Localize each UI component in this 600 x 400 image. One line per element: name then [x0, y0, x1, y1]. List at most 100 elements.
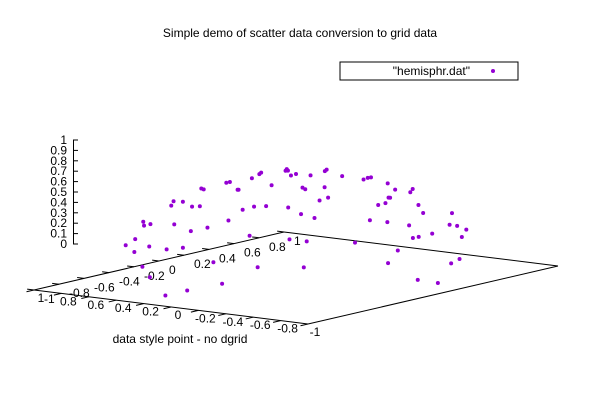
z-tick-label: 0.9: [50, 143, 67, 157]
data-point: [140, 264, 145, 269]
data-point: [226, 218, 231, 223]
data-point: [383, 201, 388, 206]
data-point: [385, 220, 390, 225]
data-point: [303, 187, 308, 192]
data-point: [142, 223, 147, 228]
z-tick-label: 0.1: [50, 227, 67, 241]
data-point: [286, 205, 291, 210]
data-point: [147, 275, 152, 280]
y-tick-mark: [152, 259, 160, 262]
data-point: [361, 177, 366, 182]
data-point: [312, 216, 317, 221]
data-point: [180, 199, 185, 204]
data-point: [224, 180, 229, 185]
data-point: [449, 261, 454, 266]
data-point: [227, 179, 232, 184]
x-tick-mark: [245, 316, 254, 320]
data-point: [324, 167, 329, 172]
data-point: [294, 172, 298, 176]
data-point: [190, 204, 195, 209]
z-tick-label: 0.4: [50, 195, 67, 209]
y-tick-mark: [202, 248, 210, 250]
data-point: [197, 204, 202, 209]
y-tick-label: -0.2: [144, 269, 165, 283]
data-point: [317, 198, 322, 203]
y-tick-label: -0.6: [94, 280, 115, 294]
data-point: [450, 211, 454, 216]
x-tick-mark: [272, 320, 281, 323]
data-point: [367, 218, 372, 223]
data-point: [288, 173, 293, 178]
data-point: [459, 234, 464, 239]
y-tick-mark: [52, 282, 60, 285]
z-tick-label: 0.5: [50, 185, 67, 199]
data-point: [410, 186, 415, 191]
data-point: [123, 243, 128, 248]
y-tick-label: 0.2: [194, 257, 211, 271]
data-point: [133, 237, 138, 242]
data-point: [201, 187, 206, 192]
y-tick-label: 0.8: [269, 240, 286, 254]
x-tick-mark: [81, 296, 89, 300]
data-point: [235, 187, 240, 192]
data-point: [264, 204, 269, 209]
legend-box: [339, 61, 519, 81]
z-tick-label: 0: [60, 237, 67, 251]
data-point: [259, 170, 264, 175]
data-point: [148, 222, 153, 227]
x-tick-label: -0.6: [250, 318, 271, 332]
x-tick-label: 0.4: [115, 301, 132, 315]
y-tick-mark: [252, 236, 260, 239]
data-point: [304, 239, 309, 244]
data-point: [252, 204, 257, 209]
y-tick-label: 0.6: [244, 246, 261, 260]
x-axis-label: data style point - no dgrid: [113, 332, 248, 346]
data-point: [415, 277, 420, 282]
x-tick-label: -0.2: [195, 311, 216, 325]
data-point: [205, 225, 210, 230]
data-point: [340, 174, 345, 179]
z-tick-label: 0.3: [50, 206, 67, 220]
x-tick-mark: [163, 306, 172, 310]
y-tick-mark: [127, 265, 135, 268]
x-tick-mark: [190, 309, 199, 313]
x-tick-mark: [218, 313, 226, 317]
y-tick-mark: [227, 242, 235, 245]
x-tick-mark: [300, 323, 309, 327]
x-tick-mark: [135, 303, 144, 306]
data-point: [416, 234, 421, 239]
data-point: [284, 167, 289, 172]
data-point: [322, 185, 327, 190]
x-tick-label: 0.6: [87, 298, 104, 312]
y-tick-label: -0.4: [119, 275, 140, 289]
data-point: [365, 175, 370, 180]
data-point: [455, 223, 460, 228]
data-point: [301, 265, 306, 270]
z-tick-label: 0.6: [50, 175, 67, 189]
data-point: [172, 222, 177, 227]
data-point: [255, 265, 260, 270]
z-tick-label: 1: [60, 133, 67, 147]
x-tick-mark: [108, 299, 117, 303]
data-point: [185, 288, 190, 293]
data-point: [430, 231, 435, 236]
x-tick-label: 0: [175, 308, 182, 322]
data-point: [353, 240, 357, 245]
data-point: [163, 293, 168, 298]
data-point: [447, 222, 452, 227]
data-point: [211, 260, 216, 265]
data-point: [132, 249, 137, 254]
points-layer: [123, 167, 469, 298]
y-tick-label: -1: [44, 292, 55, 306]
axes-layer: -1-0.8-0.6-0.4-0.200.20.40.60.81 -1 -0.8 -0…: [26, 133, 559, 339]
data-point: [247, 233, 252, 238]
data-point: [326, 195, 331, 200]
y-tick-label: 1: [294, 234, 301, 248]
data-point: [287, 237, 292, 242]
z-tick-label: 0.7: [50, 164, 67, 178]
data-point: [464, 227, 469, 232]
y-tick-label: 0: [169, 263, 176, 277]
data-point: [369, 175, 373, 180]
data-point: [169, 203, 174, 208]
